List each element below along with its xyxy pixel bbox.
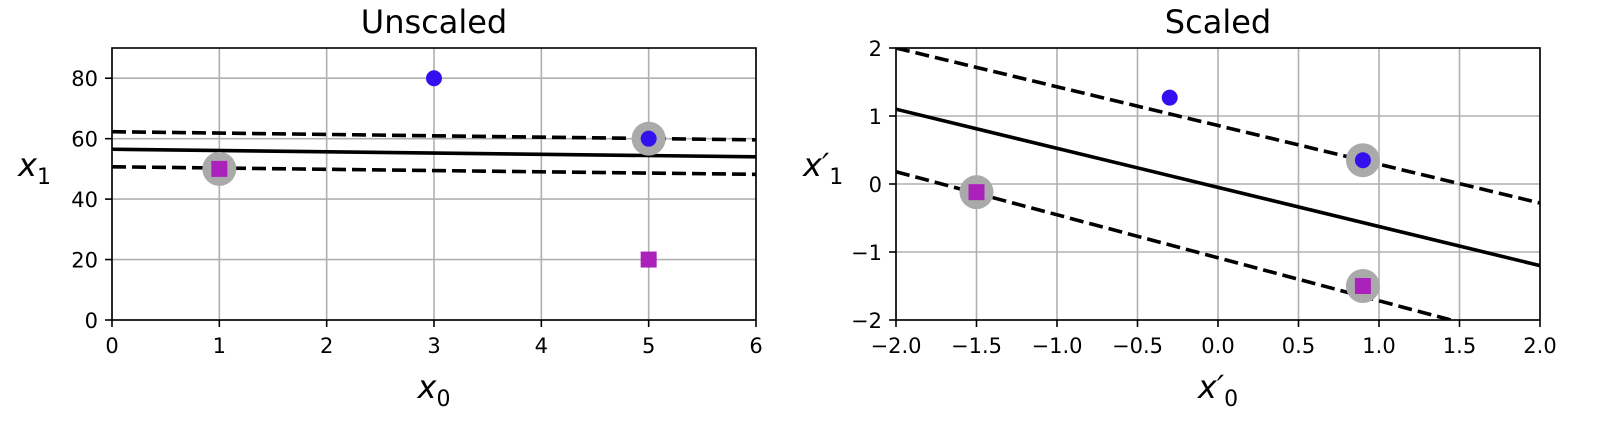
plot-scaled: −2.0 −1.5 −1.0 −0.5 0.0 0.5 1.0 1.5 2.0 −2 −1 0 1 2 Sc…	[802, 3, 1557, 412]
y-tick-label: 2	[869, 37, 882, 61]
data-point-circle	[426, 70, 442, 87]
x-tick-label: 2	[320, 334, 333, 358]
chart-title: Unscaled	[361, 3, 507, 41]
data-point-circle	[1161, 89, 1178, 106]
x-tick-label: 0.5	[1282, 334, 1315, 358]
x-axis-label: x′0	[1197, 368, 1238, 412]
chart-title: Scaled	[1165, 3, 1271, 41]
margin-line	[896, 48, 1540, 205]
data-point-circle	[1354, 152, 1371, 169]
y-axis-label: x1	[17, 146, 51, 190]
x-tick-label: −1.5	[951, 334, 1002, 358]
decision-boundary-line	[896, 107, 1540, 268]
x-tick-label: 1	[213, 334, 226, 358]
x-tick-label: 0.0	[1201, 334, 1234, 358]
x-tick-label: 0	[105, 334, 118, 358]
x-tick-label: −2.0	[871, 334, 922, 358]
data-point-square	[211, 160, 228, 177]
data-point-square	[640, 251, 657, 268]
x-tick-label: 5	[642, 334, 655, 358]
data-point-circle	[640, 130, 657, 147]
x-tick-label: 1.0	[1362, 334, 1395, 358]
x-tick-label: 6	[749, 334, 762, 358]
y-tick-label: 0	[869, 173, 882, 197]
y-tick-label: −2	[851, 309, 882, 333]
y-axis-label: x′1	[802, 146, 843, 190]
y-tick-label: 40	[71, 188, 98, 212]
y-tick-label: 80	[71, 67, 98, 91]
y-tick-label: 20	[71, 249, 98, 273]
margin-line	[896, 170, 1458, 320]
y-tick-label: 1	[869, 105, 882, 129]
decision-lines	[896, 48, 1540, 320]
x-axis-label: x0	[417, 368, 451, 412]
x-tick-label: 4	[535, 334, 548, 358]
margin-line	[112, 129, 756, 142]
y-tick-label: −1	[851, 241, 882, 265]
x-tick-label: −0.5	[1112, 334, 1163, 358]
x-tick-label: 2.0	[1523, 334, 1556, 358]
data-point-square	[968, 184, 985, 201]
y-tick-label: 0	[85, 309, 98, 333]
x-tick-label: 3	[427, 334, 440, 358]
y-tick-label: 60	[71, 128, 98, 152]
data-point-square	[1354, 278, 1371, 294]
x-tick-label: −1.0	[1032, 334, 1083, 358]
x-tick-label: 1.5	[1443, 334, 1476, 358]
